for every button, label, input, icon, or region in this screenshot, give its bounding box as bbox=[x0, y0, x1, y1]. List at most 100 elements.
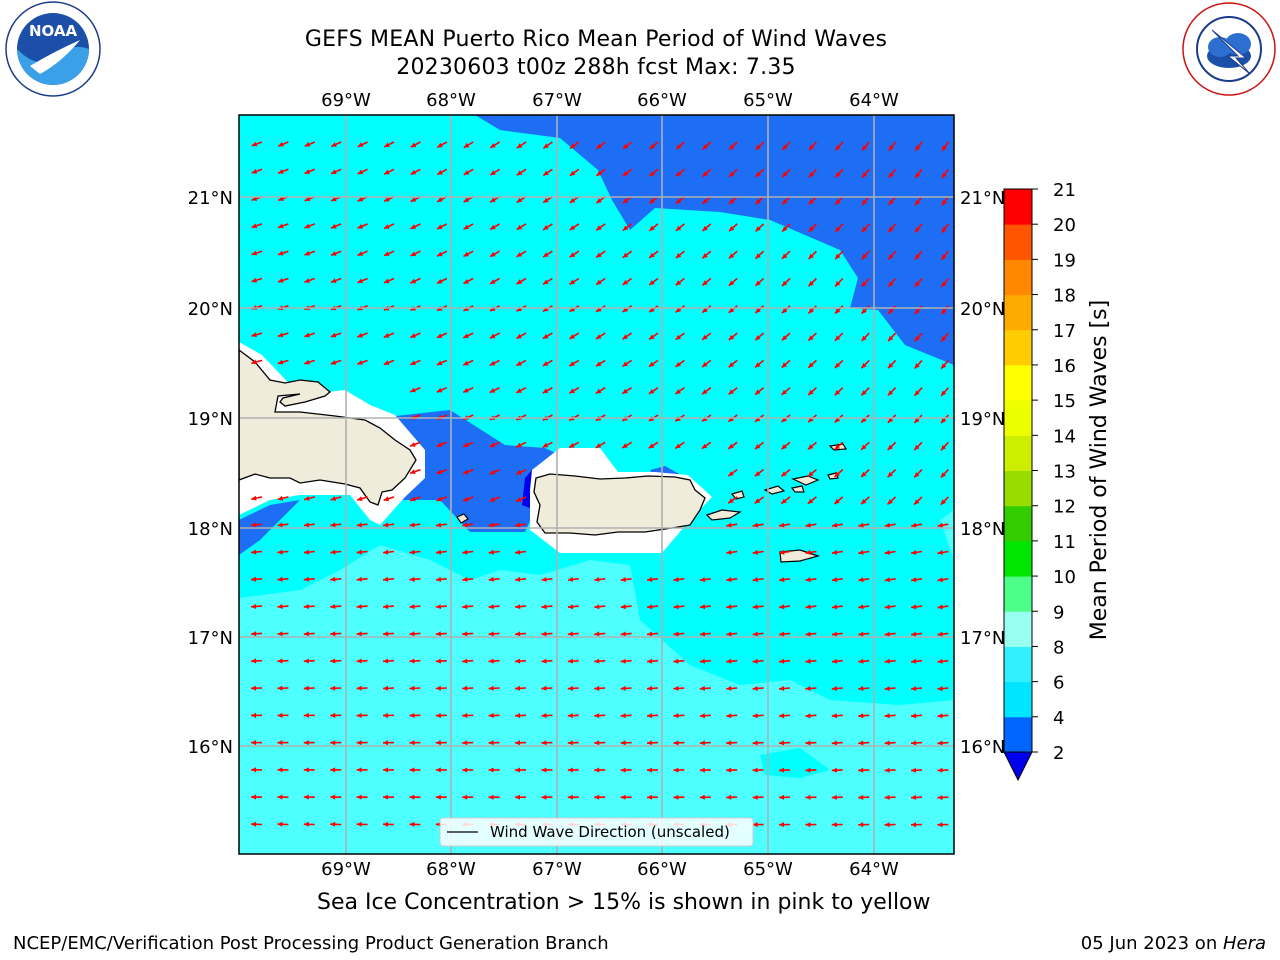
puerto-rico-land bbox=[533, 473, 706, 536]
wave-arrow-head bbox=[673, 658, 679, 664]
wave-arrow-head bbox=[596, 198, 602, 204]
wave-arrow-head bbox=[595, 443, 602, 448]
wave-arrow-head bbox=[831, 686, 837, 691]
wave-arrow-head bbox=[251, 169, 258, 174]
wave-arrow-head bbox=[888, 172, 894, 178]
lat-label-right: 17°N bbox=[960, 628, 1005, 649]
wave-arrow-head bbox=[805, 767, 811, 773]
wave-arrow-head bbox=[383, 496, 390, 502]
wave-arrow-head bbox=[251, 794, 257, 800]
period-band-6-8-patch bbox=[700, 610, 954, 700]
wave-arrow-head bbox=[726, 522, 732, 528]
wave-arrow-head bbox=[331, 142, 337, 147]
wave-arrow-head bbox=[915, 199, 921, 206]
wave-arrow-head bbox=[304, 278, 310, 283]
wave-arrow-head bbox=[383, 740, 388, 746]
wave-arrow-head bbox=[567, 685, 573, 691]
wave-arrow-head bbox=[410, 469, 416, 474]
wave-arrow-head bbox=[914, 390, 920, 396]
wave-arrow-head bbox=[383, 658, 389, 664]
wave-arrow-head bbox=[940, 445, 947, 451]
wave-arrow-head bbox=[915, 172, 921, 178]
wave-arrow-head bbox=[436, 496, 443, 502]
wave-arrow-head bbox=[490, 252, 496, 257]
wave-arrow-head bbox=[410, 142, 417, 148]
wave-arrow-head bbox=[620, 767, 626, 773]
wave-arrow-head bbox=[251, 712, 256, 718]
wave-arrow-head bbox=[304, 223, 311, 229]
colorbar-tick-label: 17 bbox=[1053, 321, 1076, 342]
wave-arrow-head bbox=[755, 335, 761, 341]
wave-arrow-head bbox=[831, 822, 837, 828]
wave-arrow-head bbox=[383, 794, 388, 800]
wave-arrow-head bbox=[543, 225, 549, 230]
wave-arrow-head bbox=[781, 444, 787, 450]
wave-arrow-head bbox=[884, 550, 891, 555]
wave-arrow-head bbox=[277, 332, 284, 338]
wave-arrow-head bbox=[567, 713, 573, 719]
wave-arrow-head bbox=[462, 658, 468, 664]
period-band-2-4-north bbox=[475, 115, 954, 365]
wave-arrow-head bbox=[277, 604, 283, 609]
wave-arrow-head bbox=[884, 686, 890, 691]
wave-arrow-head bbox=[914, 499, 920, 505]
colorbar-tick-label: 2 bbox=[1053, 743, 1064, 764]
wave-arrow-head bbox=[884, 522, 891, 528]
wave-arrow-head bbox=[911, 767, 917, 773]
footer-host: Hera bbox=[1222, 933, 1266, 954]
wave-arrow-head bbox=[888, 335, 894, 342]
colorbar-title: Mean Period of Wind Waves [s] bbox=[1087, 300, 1112, 640]
wave-arrow-head bbox=[752, 631, 758, 637]
wave-arrow-head bbox=[649, 143, 655, 149]
wave-arrow-head bbox=[941, 390, 947, 396]
wave-arrow-head bbox=[383, 333, 390, 338]
wave-arrow-head bbox=[675, 389, 681, 394]
wave-arrow-head bbox=[488, 604, 494, 610]
wave-arrow-head bbox=[356, 767, 362, 773]
wave-arrow-head bbox=[622, 361, 628, 367]
wave-arrow-head bbox=[726, 658, 732, 664]
wave-arrow-head bbox=[463, 469, 469, 475]
wave-arrow-head bbox=[251, 685, 257, 691]
wave-arrow-head bbox=[596, 225, 602, 231]
wave-arrow-head bbox=[702, 362, 708, 367]
wave-arrow-head bbox=[779, 740, 785, 746]
wave-arrow-head bbox=[278, 141, 284, 147]
lat-labels-right: 21°N 20°N 19°N 18°N 17°N 16°N bbox=[960, 188, 1005, 758]
wave-arrow-head bbox=[516, 252, 523, 257]
wave-arrow-head bbox=[516, 333, 522, 339]
wave-arrow-head bbox=[702, 389, 708, 395]
wave-arrow-head bbox=[884, 713, 890, 719]
wave-arrow-head bbox=[462, 794, 468, 800]
wave-arrow-head bbox=[567, 604, 574, 610]
wave-arrow-head bbox=[676, 144, 682, 150]
wave-arrow-head bbox=[410, 333, 416, 338]
wave-arrow-head bbox=[914, 417, 920, 423]
wave-arrow-head bbox=[330, 685, 336, 691]
wave-arrow-head bbox=[435, 713, 441, 718]
wave-arrow-head bbox=[303, 604, 309, 609]
wave-arrow-head bbox=[490, 143, 496, 148]
wave-arrow-head bbox=[675, 225, 682, 231]
wave-arrow-head bbox=[831, 604, 838, 610]
wave-arrow-head bbox=[728, 471, 734, 476]
wave-arrow-head bbox=[862, 199, 868, 205]
wave-arrow-head bbox=[463, 496, 469, 502]
wave-arrow-head bbox=[911, 686, 917, 691]
map-legend: Wind Wave Direction (unscaled) bbox=[439, 817, 754, 847]
wave-arrow-head bbox=[357, 496, 363, 501]
wave-arrow-head bbox=[251, 549, 257, 555]
wave-arrow-head bbox=[726, 794, 732, 800]
wave-arrow-head bbox=[541, 604, 547, 610]
wave-arrow-head bbox=[888, 226, 894, 233]
wave-arrow-head bbox=[595, 388, 602, 394]
wave-arrow-head bbox=[726, 631, 732, 637]
wave-arrow-head bbox=[356, 821, 362, 827]
wave-arrow-head bbox=[779, 631, 785, 637]
wave-arrow-head bbox=[779, 577, 785, 583]
wave-arrow-head bbox=[462, 767, 468, 773]
wave-arrow-head bbox=[277, 767, 283, 773]
wave-arrow-head bbox=[835, 226, 841, 232]
footer-date-text: 05 Jun 2023 on bbox=[1080, 933, 1223, 954]
wave-arrow-head bbox=[620, 713, 626, 719]
